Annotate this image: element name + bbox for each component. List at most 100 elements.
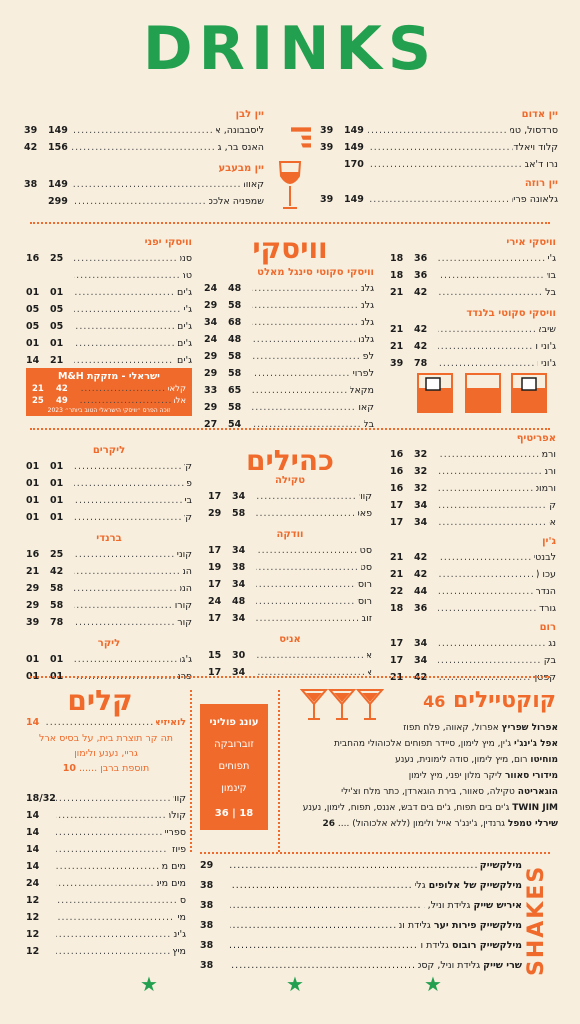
item-name: סטולי גולד <box>360 562 372 573</box>
menu-item-row: ג'ים בים שחור 01 01 <box>26 335 192 352</box>
item-price: 24 <box>26 878 40 889</box>
item-price-bottle: 149 <box>48 179 68 190</box>
shake-name: איריש שייק <box>473 900 522 911</box>
leader-dots <box>252 365 352 382</box>
menu-item-row: האנס בר, גוורצטרמינר, גרמניה 156 42 <box>24 139 264 156</box>
item-price-bottle: 68 <box>228 317 242 328</box>
item-price-glass: 21 <box>32 384 44 394</box>
item-price-glass: 21 <box>26 566 40 577</box>
spirits-right-block: אפריטיף ורמוט ביאנקו3216ורמוט רוסו3216ור… <box>390 432 556 686</box>
item-price-bottle: 42 <box>414 569 428 580</box>
whisky-single-malt-block: וויסקי סקוטי סינגל מאלט גלנפידיך 124824ג… <box>204 266 374 433</box>
menu-item-row: קלואה 01 01 <box>26 458 192 475</box>
leader-dots <box>56 875 157 892</box>
menu-item-row: נגריטה 34 17 <box>390 635 556 652</box>
menu-item-row: ג'גרמייסטר 01 01 <box>26 651 192 668</box>
leader-dots <box>252 348 363 365</box>
item-price-bottle: 58 <box>228 300 242 311</box>
leader-dots <box>74 614 177 631</box>
item-price-glass: 25 <box>32 396 44 406</box>
item-price-glass: 24 <box>208 596 222 607</box>
item-price-glass: 05 <box>26 304 40 315</box>
menu-item-row: בייליס 01 01 <box>26 492 192 509</box>
soft-title: קלים <box>67 684 133 717</box>
menu-item-row: קלואה 01 01 <box>26 509 192 526</box>
spirits-title: כהילים <box>245 444 335 477</box>
spirits-left-block: ליקרים קלואה 01 01 פידז 01 01 בייליס 01 01 קלואה 0… <box>26 444 192 685</box>
vodka-label: וודקה <box>276 529 304 540</box>
menu-item-row: בלאק בוש 42 21 <box>390 284 556 301</box>
item-price-bottle: 30 <box>232 650 246 661</box>
item-price-bottle: 78 <box>50 617 64 628</box>
soft-highlight-add: תוספת ברבן ...... 10 <box>62 763 150 774</box>
item-price-bottle: 34 <box>414 655 428 666</box>
cocktail-row: הוגאריטה טקילה, סאוור, בירת הוגארדן, כתר… <box>282 784 558 800</box>
item-price-glass: 18 <box>390 270 404 281</box>
leader-dots <box>74 250 180 267</box>
anise-label: אניס <box>279 634 301 645</box>
shake-price: 29 <box>200 860 214 871</box>
item-name: קלואה <box>184 512 192 523</box>
israeli-box-note: זוכה הפרס ״וויסקי הישראלי הטוב ביותר״ 20… <box>47 407 171 414</box>
shake-name-group: מילקשייק וניל <box>480 856 522 876</box>
item-price-bottle: 54 <box>228 419 242 430</box>
leader-dots <box>56 909 176 926</box>
special-item: עונג פוליני <box>209 717 259 728</box>
menu-item-row: אפרול 34 17 <box>390 514 556 531</box>
item-name: בלאק בוש <box>545 287 556 298</box>
item-name: בלווני 12 <box>363 419 374 430</box>
item-name: קאווה ברוט <box>244 179 264 190</box>
menu-item-row: ג'ים בים בורבון 01 01 <box>26 284 192 301</box>
wine-glass-icon <box>277 160 303 216</box>
menu-item-row: סודה 12 <box>26 892 186 909</box>
shake-name: שרי שייק <box>483 960 522 971</box>
whisky-japanese-label: וויסקי יפני <box>144 237 192 248</box>
item-price-glass: 27 <box>204 419 218 430</box>
item-price-glass: 19 <box>208 562 222 573</box>
other-label: ליקר <box>97 638 121 649</box>
menu-item-row: קוואס 0% 18/32 <box>26 790 186 807</box>
wine-white-block: יין לבן ליסבבונה, ארינטו וסמיון, פורטוגל… <box>24 108 264 210</box>
israeli-box-title: ישראלי - מזקקת M&H <box>58 371 160 382</box>
wine-red-label: יין אדום <box>521 109 558 120</box>
cocktail-desc: גרנדין, ג'ינג'ר אייל ולימון (ללא אלכוהול… <box>352 819 505 829</box>
item-price-bottle: 25 <box>50 549 64 560</box>
menu-item-row: גורדונ'ס, אנגליה 36 18 <box>390 600 556 617</box>
item-price-glass: 29 <box>204 300 218 311</box>
leader-dots <box>438 600 539 617</box>
item-price-bottle: 34 <box>414 500 428 511</box>
item-price-glass: 05 <box>26 321 40 332</box>
star-icon: ★ <box>424 972 442 996</box>
leader-dots <box>438 463 545 480</box>
item-name: ורמוט רוסו <box>544 466 556 477</box>
leader-dots <box>74 580 180 597</box>
leader-dots <box>438 267 547 284</box>
item-price-bottle: 34 <box>232 545 246 556</box>
menu-item-row: קולה/קולה זירו 14 <box>26 807 186 824</box>
item-price-glass: 17 <box>208 613 222 624</box>
item-price-glass: 01 <box>26 338 40 349</box>
item-name: ג'ים בים שחור <box>177 338 192 349</box>
special-item: זוברובקה <box>214 739 254 750</box>
item-name: קאול איילה 12 <box>358 402 374 413</box>
item-price-bottle: 01 <box>50 654 64 665</box>
item-name: אוזו <box>367 667 372 678</box>
item-price-bottle: 34 <box>414 638 428 649</box>
item-price-glass: 16 <box>390 449 404 460</box>
item-price-glass: 17 <box>390 500 404 511</box>
item-price-bottle: 149 <box>344 142 364 153</box>
leader-dots <box>230 876 415 896</box>
leader-dots <box>72 193 209 210</box>
item-price-bottle: 58 <box>228 351 242 362</box>
cocktail-name: שירלי טמפל <box>507 819 558 829</box>
leader-dots <box>256 593 357 610</box>
shake-name-group: מילקשייק רובוס גלידת וניל, קסטיל רובוס ו… <box>420 936 522 956</box>
menu-item-row: עכו (יוליוס), ישראל 42 21 <box>390 566 556 583</box>
menu-item-row: ג'ים בים 05 05 <box>26 301 192 318</box>
menu-item-row: ורמוט רוסו 32 16 <box>390 463 556 480</box>
shake-row: איריש שייק גלידת וניל, בייליס, אספרסו, ק… <box>200 896 522 916</box>
item-price-glass: 38 <box>24 179 38 190</box>
whisky-glasses-icon <box>414 368 550 420</box>
leader-dots <box>256 610 362 627</box>
leader-dots <box>438 284 545 301</box>
